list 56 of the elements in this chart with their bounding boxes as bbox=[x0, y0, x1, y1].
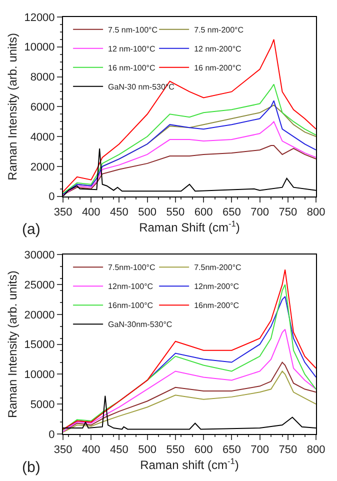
y-tick-label: 10000 bbox=[24, 369, 55, 382]
legend-label: 16 nm-200°C bbox=[194, 64, 242, 73]
legend-label: 12 nm-100°C bbox=[108, 44, 156, 54]
x-tick-label: 400 bbox=[82, 206, 100, 219]
x-tick-label: 550 bbox=[166, 206, 185, 219]
legend-label: GaN-30nm-530°C bbox=[108, 320, 172, 330]
legend-label: 16 nm-100°C bbox=[108, 64, 156, 73]
legend-label: 7.5 nm-200°C bbox=[194, 26, 244, 35]
x-tick-label: 750 bbox=[278, 444, 298, 456]
legend-label: 12 nm-200°C bbox=[194, 44, 242, 54]
y-tick-label: 0 bbox=[48, 428, 55, 441]
y-tick-label: 4000 bbox=[30, 131, 55, 144]
x-tick-label: 700 bbox=[250, 206, 269, 219]
x-axis-title: Raman shift (cm$^{-1}$) bbox=[140, 456, 239, 472]
y-tick-label: 25000 bbox=[24, 279, 55, 292]
legend-label: 12nm-200°C bbox=[194, 282, 240, 292]
y-axis-title: Raman Intensity (arb. units) bbox=[6, 270, 20, 418]
text: (a) bbox=[22, 221, 40, 238]
x-tick-label: 450 bbox=[110, 206, 128, 219]
text: (b) bbox=[22, 459, 40, 476]
y-tick-label: 6000 bbox=[30, 102, 55, 114]
x-tick-label: 550 bbox=[166, 444, 185, 456]
legend-label: 16nm-200°C bbox=[194, 301, 240, 310]
y-tick-label: 8000 bbox=[30, 72, 55, 84]
line-series bbox=[63, 328, 316, 432]
y-tick-label: 2000 bbox=[30, 161, 55, 174]
legend-label: 7.5nm-200°C bbox=[194, 263, 242, 272]
legend-label: 12nm-100°C bbox=[108, 282, 154, 292]
x-tick-label: 350 bbox=[54, 444, 72, 456]
y-tick-label: 20000 bbox=[24, 309, 55, 322]
x-tick-label: 500 bbox=[138, 206, 157, 219]
x-tick-label: 400 bbox=[82, 444, 100, 456]
y-tick-label: 15000 bbox=[24, 339, 55, 352]
legend-label: 7.5nm-100°C bbox=[108, 263, 156, 272]
x-tick-label: 650 bbox=[222, 206, 241, 219]
y-tick-label: 12000 bbox=[24, 12, 55, 24]
y-tick-label: 5000 bbox=[30, 398, 55, 411]
legend-label: 16nm-100°C bbox=[108, 301, 154, 310]
x-tick-label: 450 bbox=[110, 444, 128, 456]
y-axis-title: Raman Intensity (arb. units) bbox=[6, 32, 20, 180]
y-tick-label: 30000 bbox=[24, 250, 55, 262]
line-series bbox=[63, 38, 316, 192]
x-tick-label: 800 bbox=[306, 444, 326, 456]
y-tick-label: 0 bbox=[48, 191, 55, 204]
x-tick-label: 750 bbox=[278, 206, 298, 219]
x-tick-label: 500 bbox=[138, 444, 157, 456]
x-tick-label: 600 bbox=[194, 206, 213, 219]
line-series bbox=[63, 84, 316, 194]
x-tick-label: 650 bbox=[222, 444, 241, 456]
x-tick-label: 600 bbox=[194, 444, 213, 456]
x-tick-label: 700 bbox=[250, 444, 269, 456]
x-tick-label: 350 bbox=[54, 206, 72, 219]
x-axis-title: Raman Shift (cm$^{-1}$) bbox=[139, 218, 240, 235]
legend-label: 7.5 nm-100°C bbox=[108, 26, 158, 35]
x-tick-label: 800 bbox=[306, 206, 326, 219]
y-tick-label: 10000 bbox=[24, 42, 55, 54]
